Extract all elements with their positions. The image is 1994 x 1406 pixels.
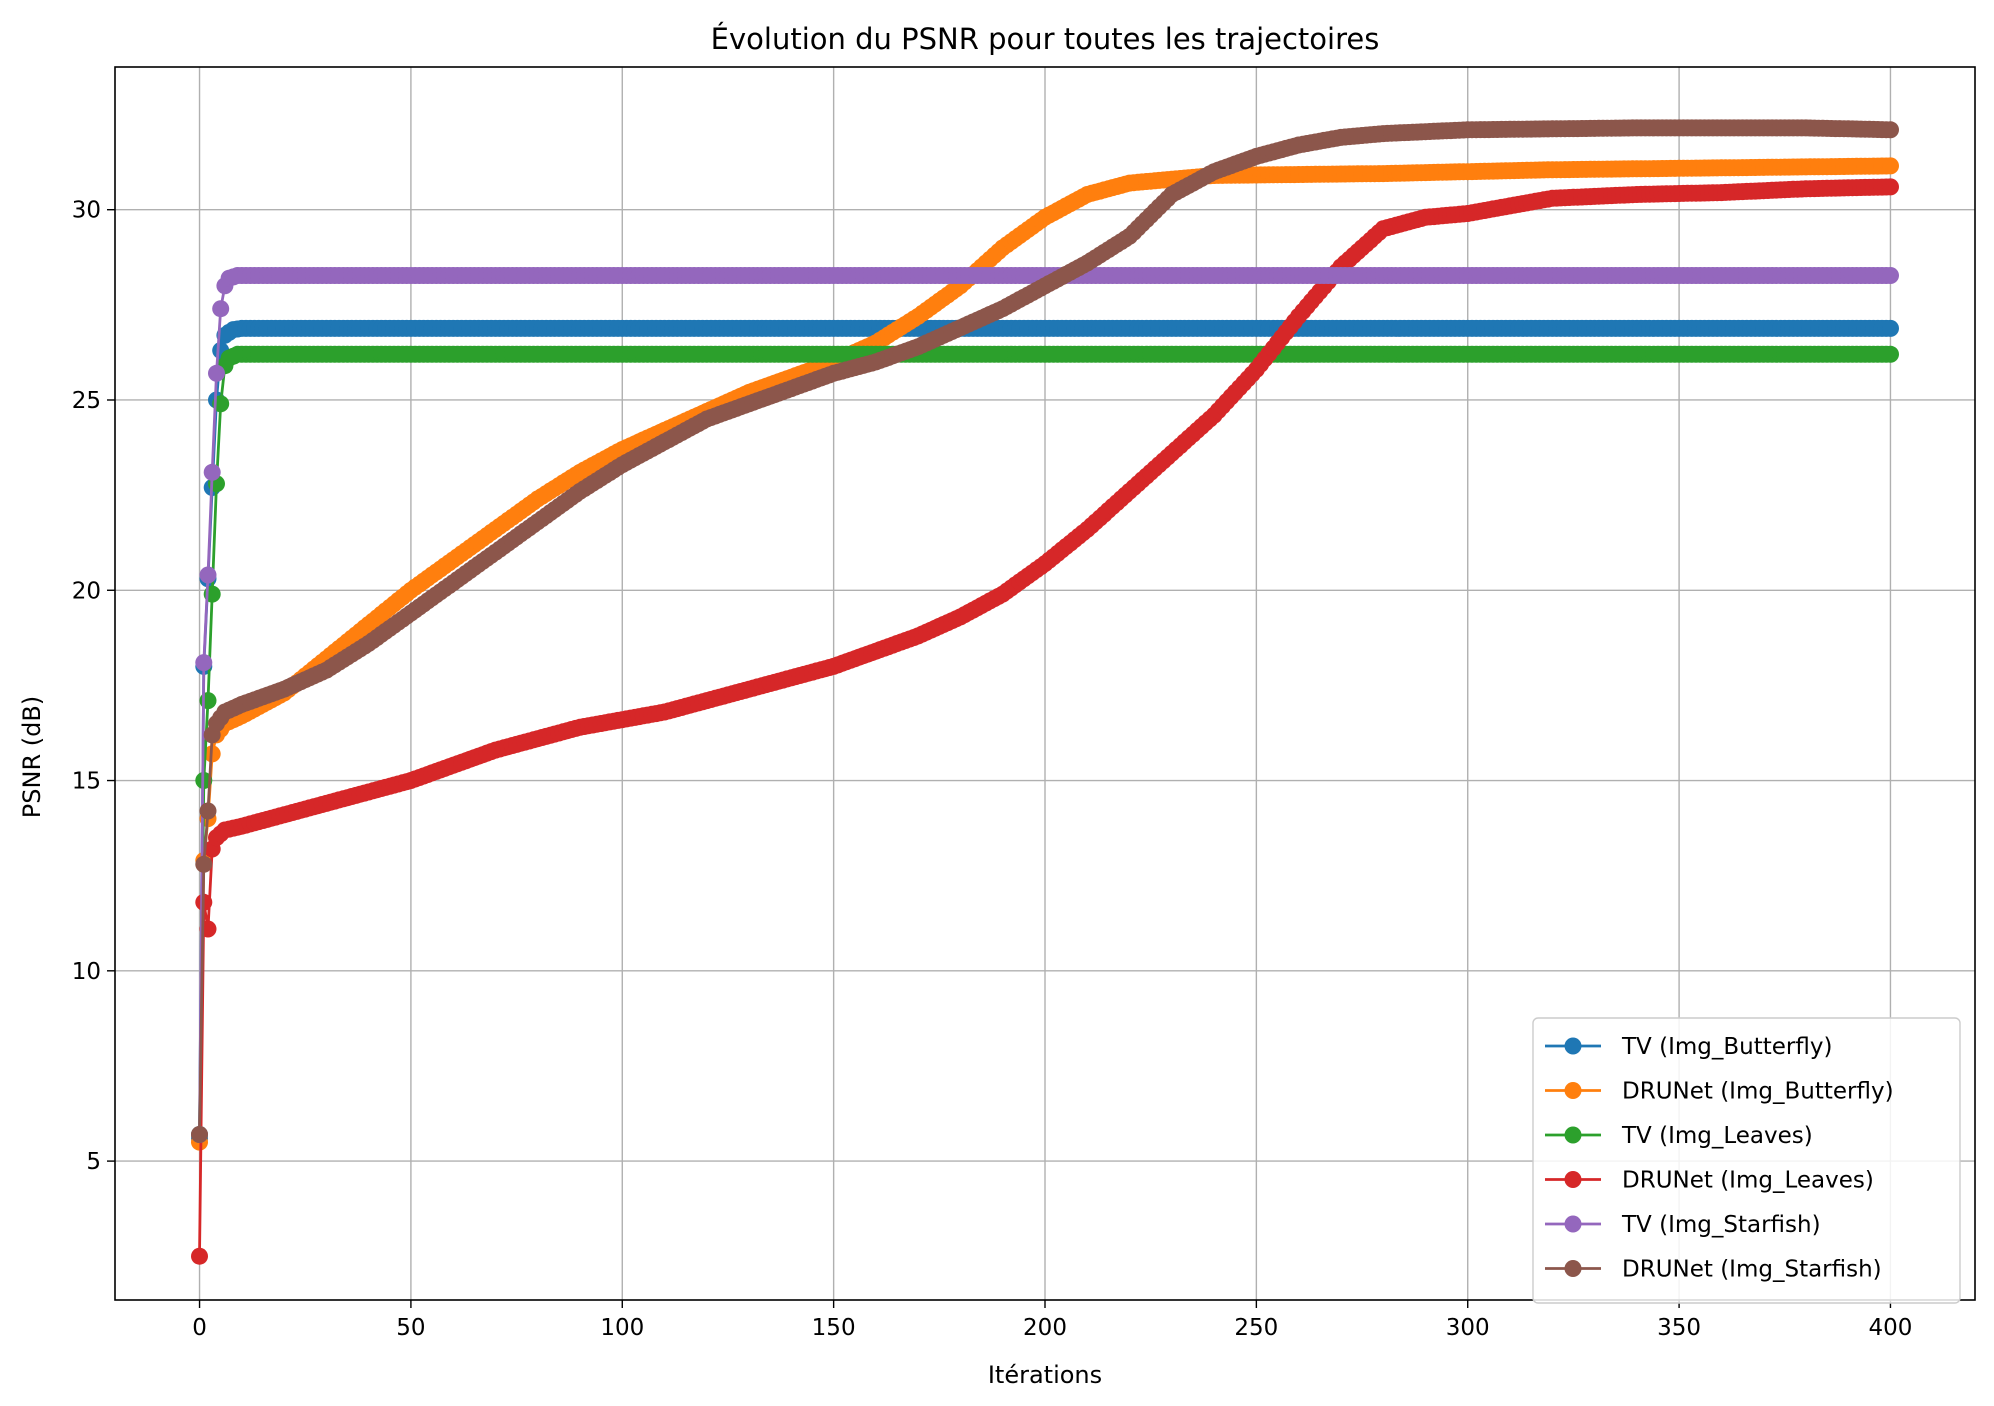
y-tick-label: 30: [72, 198, 101, 224]
data-point: [1882, 157, 1899, 175]
data-point: [1882, 319, 1899, 337]
legend-item: DRUNet (Img_Starfish): [1545, 1257, 1882, 1283]
data-point: [199, 566, 217, 584]
data-point: [1882, 121, 1899, 139]
x-tick-label: 200: [1023, 1315, 1067, 1341]
legend-marker: [1564, 1037, 1582, 1055]
series-4: [191, 178, 1899, 1265]
y-tick-label: 10: [72, 959, 101, 985]
y-tick-label: 25: [72, 388, 101, 414]
data-point: [1882, 178, 1899, 196]
data-point: [195, 654, 213, 672]
x-tick-label: 100: [600, 1315, 644, 1341]
data-point: [212, 300, 230, 318]
legend-marker: [1564, 1126, 1582, 1144]
legend-label: TV (Img_Starfish): [1621, 1212, 1821, 1238]
y-tick-label: 20: [72, 578, 101, 604]
legend-item: DRUNet (Img_Butterfly): [1545, 1079, 1894, 1105]
legend-item: TV (Img_Starfish): [1545, 1212, 1821, 1238]
x-tick-label: 350: [1657, 1315, 1701, 1341]
x-tick-label: 150: [812, 1315, 856, 1341]
data-point: [199, 802, 217, 820]
legend-box: [1532, 1017, 1961, 1304]
data-point: [208, 364, 225, 382]
data-point: [1882, 267, 1899, 284]
x-tick-label: 250: [1234, 1315, 1278, 1341]
legend-marker: [1564, 1082, 1582, 1099]
axis-ticks: 0 50 100 150 200 250 300 350 400 5 10 15 20 25 30: [72, 198, 1913, 1341]
x-tick-label: 0: [192, 1315, 207, 1341]
series-5: [191, 267, 1899, 1143]
plot-series: [191, 119, 1899, 1265]
chart-title: Évolution du PSNR pour toutes les trajec…: [711, 22, 1380, 56]
legend-marker: [1564, 1260, 1582, 1277]
legend-marker: [1564, 1215, 1582, 1233]
y-tick-label: 15: [72, 769, 101, 795]
data-point: [203, 463, 221, 481]
legend-label: TV (Img_Butterfly): [1621, 1034, 1832, 1060]
y-axis-label: PSNR (dB): [18, 696, 46, 818]
legend-item: TV (Img_Butterfly): [1545, 1034, 1832, 1060]
legend-label: DRUNet (Img_Butterfly): [1622, 1079, 1894, 1105]
legend-marker: [1564, 1171, 1582, 1188]
x-tick-label: 300: [1446, 1315, 1490, 1341]
legend-label: DRUNet (Img_Leaves): [1622, 1168, 1874, 1194]
series-6: [191, 119, 1899, 1143]
x-tick-label: 400: [1869, 1315, 1913, 1341]
legend-item: DRUNet (Img_Leaves): [1545, 1168, 1874, 1194]
x-axis-label: Itérations: [988, 1361, 1102, 1389]
y-tick-label: 5: [86, 1149, 101, 1175]
x-tick-label: 50: [396, 1315, 425, 1341]
legend-label: DRUNet (Img_Starfish): [1622, 1257, 1882, 1283]
series-2: [191, 157, 1899, 1151]
legend-label: TV (Img_Leaves): [1621, 1123, 1813, 1149]
data-point: [1882, 345, 1899, 363]
data-point: [195, 855, 213, 873]
data-point: [191, 1247, 208, 1265]
data-point: [191, 1126, 208, 1143]
legend-item: TV (Img_Leaves): [1545, 1123, 1813, 1149]
legend: TV (Img_Butterfly) DRUNet (Img_Butterfly)…: [1532, 1017, 1961, 1304]
